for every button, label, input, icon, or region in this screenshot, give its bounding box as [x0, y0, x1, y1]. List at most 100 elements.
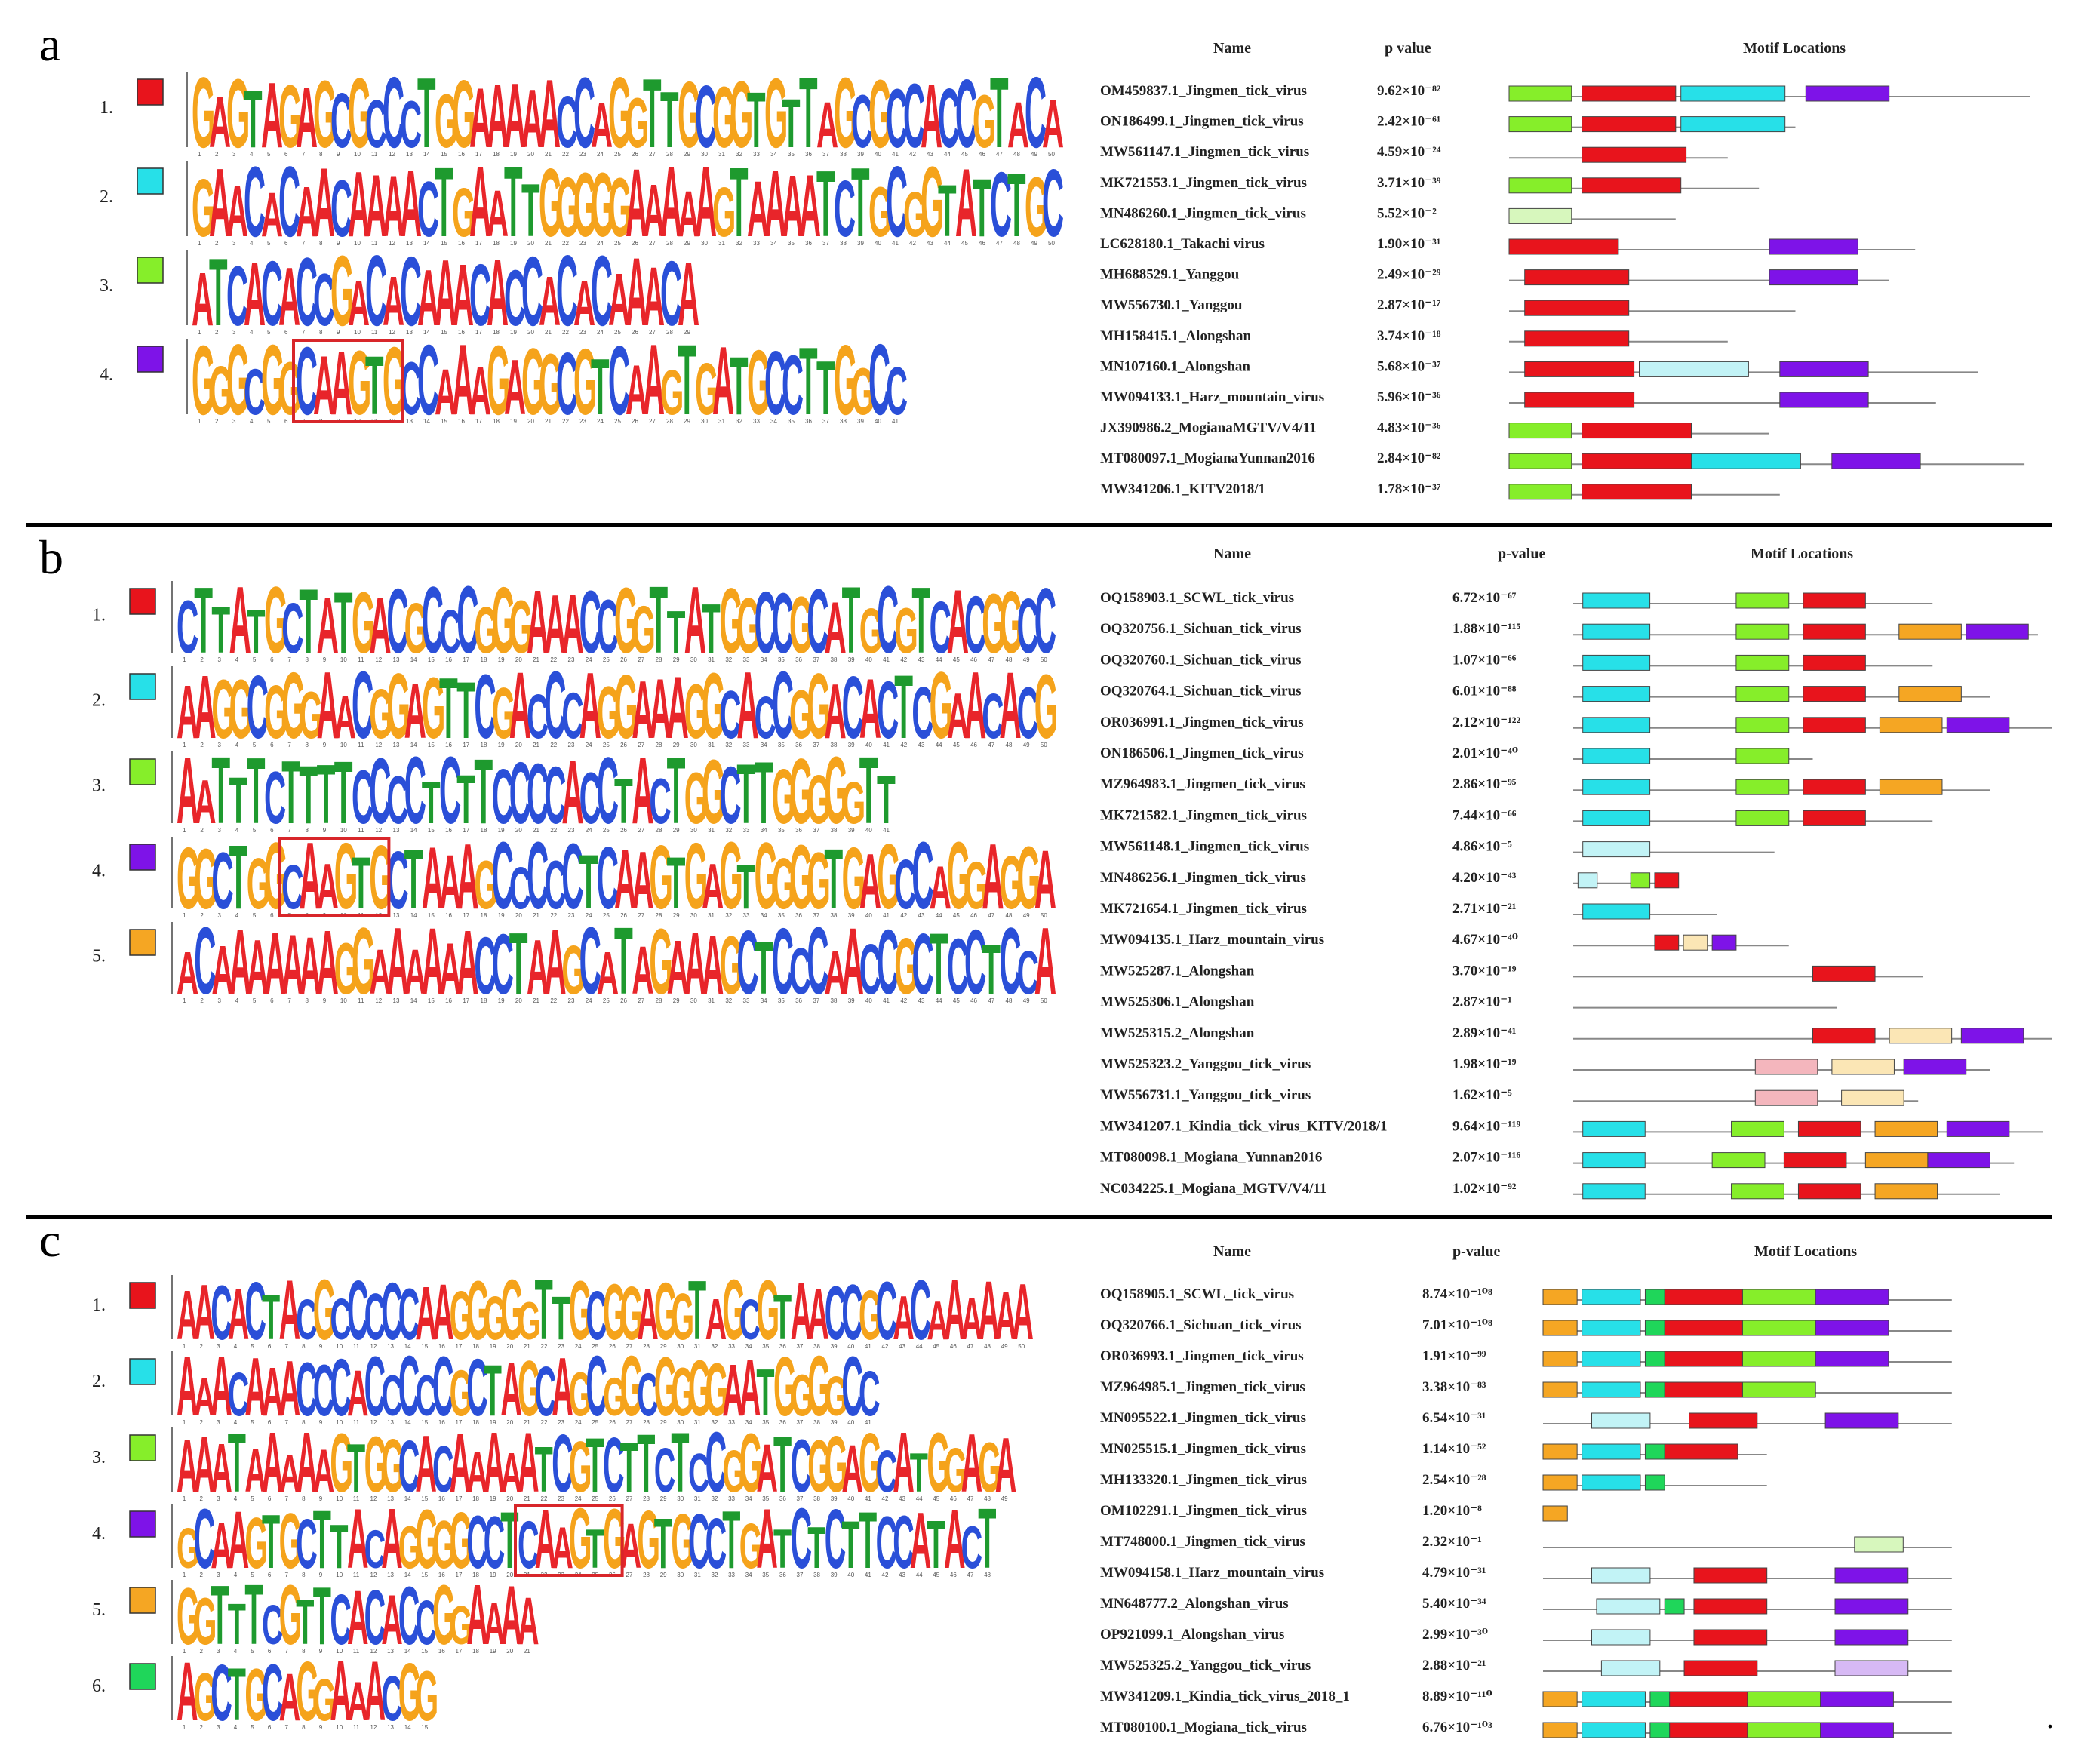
motif-block [1582, 1474, 1641, 1491]
motif-block [1542, 1722, 1578, 1738]
table-row: MW094133.1_Harz_mountain_virus 5.96×10⁻³⁶ [1100, 389, 1936, 408]
table-header: Name p-value Motif Locations [1213, 545, 1853, 562]
logo-letter-A: A [226, 171, 248, 252]
logo-position-tick: 24 [586, 656, 592, 663]
logo-position-tick: 48 [1006, 656, 1013, 663]
logo-position-tick: 49 [1001, 1495, 1008, 1502]
logo-position-tick: 25 [603, 912, 610, 919]
motif-block [1834, 1660, 1909, 1676]
logo-position-tick: 47 [988, 742, 994, 748]
logo-position-tick: 36 [795, 912, 802, 919]
logo-position-tick: 16 [458, 151, 465, 158]
table-row: MT080098.1_Mogiana_Yunnan2016 2.07×10⁻¹¹⁶ [1100, 1150, 2015, 1169]
p-value: 6.76×10⁻¹⁰³ [1422, 1719, 1492, 1735]
sequence-name: MK721654.1_Jingmen_tick_virus [1100, 901, 1307, 917]
logo-position-tick: 10 [340, 656, 347, 663]
motif-block [1903, 1059, 1967, 1075]
logo-letter-C: C [422, 567, 444, 673]
motif-block [1731, 1183, 1784, 1200]
logo-letter-G: G [736, 582, 761, 669]
logo-position-tick: 1 [183, 656, 186, 663]
logo-position-tick: 12 [389, 151, 395, 158]
p-value: 3.70×10⁻¹⁹ [1452, 963, 1517, 979]
motif-color-square [137, 257, 164, 284]
logo-position-tick: 35 [788, 418, 795, 425]
logo-position-tick: 14 [404, 1724, 411, 1731]
logo-letter-T: T [194, 567, 213, 673]
logo-letter-A: A [626, 238, 647, 346]
motif-color-square [129, 1510, 156, 1538]
motif-block [1815, 1351, 1889, 1367]
logo-position-tick: 21 [524, 1648, 530, 1655]
p-value: 2.89×10⁻⁴¹ [1452, 1025, 1517, 1041]
logo-letter-A: A [404, 666, 426, 754]
motif-index: 1. [100, 98, 113, 118]
logo-letter-G: G [851, 354, 875, 429]
table-row: OR036991.1_Jingmen_tick_virus 2.12×10⁻¹²² [1100, 715, 2052, 733]
logo-letter-T: T [649, 567, 668, 673]
logo-position-tick: 28 [666, 240, 673, 247]
logo-position-tick: 9 [323, 742, 327, 748]
logo-position-tick: 40 [847, 1572, 854, 1578]
logo-position-tick: 15 [428, 742, 435, 748]
logo-position-tick: 36 [795, 656, 802, 663]
logo-position-tick: 29 [673, 912, 680, 919]
motif-block [1542, 1351, 1578, 1367]
logo-position-tick: 26 [632, 329, 638, 336]
logo-position-tick: 14 [410, 742, 417, 748]
sequence-name: OM102291.1_Jingmen_tick_virus [1100, 1503, 1307, 1519]
logo-position-tick: 43 [918, 656, 925, 663]
motif-block [1747, 1691, 1821, 1707]
motif-index: 5. [92, 1600, 106, 1620]
logo-letter-C: C [608, 327, 630, 436]
logo-position-tick: 30 [690, 742, 697, 748]
logo-position-tick: 22 [550, 997, 557, 1004]
logo-position-tick: 35 [778, 742, 785, 748]
logo-position-tick: 16 [445, 656, 452, 663]
logo-position-tick: 27 [626, 1495, 633, 1502]
table-row: OR036993.1_Jingmen_tick_virus 1.91×10⁻⁹⁹ [1100, 1348, 1952, 1367]
logo-position-tick: 9 [323, 827, 327, 834]
logo-letter-G: G [278, 66, 302, 167]
header-motif-locations: Motif Locations [1754, 1243, 1857, 1260]
sequence-name: OQ158903.1_SCWL_tick_virus [1100, 590, 1294, 606]
logo-position-tick: 16 [458, 329, 465, 336]
logo-position-tick: 5 [251, 1419, 254, 1426]
logo-position-tick: 45 [933, 1343, 939, 1350]
logo-position-tick: 25 [603, 997, 610, 1004]
p-value: 6.72×10⁻⁶⁷ [1452, 590, 1517, 606]
logo-letter-C: C [886, 72, 908, 165]
logo-position-tick: 35 [778, 656, 785, 663]
logo-position-tick: 37 [822, 151, 829, 158]
logo-position-tick: 37 [822, 240, 829, 247]
logo-position-tick: 49 [1001, 1343, 1008, 1350]
motif-block [1664, 1320, 1743, 1336]
logo-position-tick: 21 [533, 656, 540, 663]
logo-letter-A: A [469, 71, 491, 165]
logo-position-tick: 39 [857, 151, 864, 158]
logo-position-tick: 39 [848, 656, 855, 663]
table-row: LC628180.1_Takachi virus 1.90×10⁻³¹ [1100, 236, 1916, 255]
motif-index: 4. [92, 861, 106, 880]
logo-letter-C: C [556, 80, 578, 163]
logo-position-tick: 13 [406, 329, 413, 336]
logo-position-tick: 19 [498, 997, 505, 1004]
table-row: MZ964985.1_Jingmen_tick_virus 3.38×10⁻⁸³ [1100, 1379, 1952, 1398]
logo-position-tick: 42 [882, 1572, 889, 1578]
logo-position-tick: 11 [353, 1648, 360, 1655]
logo-position-tick: 2 [200, 1343, 204, 1350]
logo-position-tick: 50 [1041, 742, 1047, 748]
logo-letter-G: G [348, 57, 371, 168]
logo-position-tick: 6 [270, 997, 274, 1004]
logo-letter-C: C [886, 146, 908, 258]
logo-letter-A: A [209, 82, 231, 163]
motif-block [1783, 1152, 1847, 1169]
logo-letter-G: G [452, 174, 475, 250]
logo-position-tick: 21 [533, 912, 540, 919]
logo-position-tick: 13 [393, 742, 400, 748]
logo-letter-G: G [608, 57, 632, 169]
logo-letter-C: C [400, 238, 422, 347]
logo-position-tick: 22 [562, 329, 569, 336]
logo-position-tick: 49 [1023, 997, 1030, 1004]
